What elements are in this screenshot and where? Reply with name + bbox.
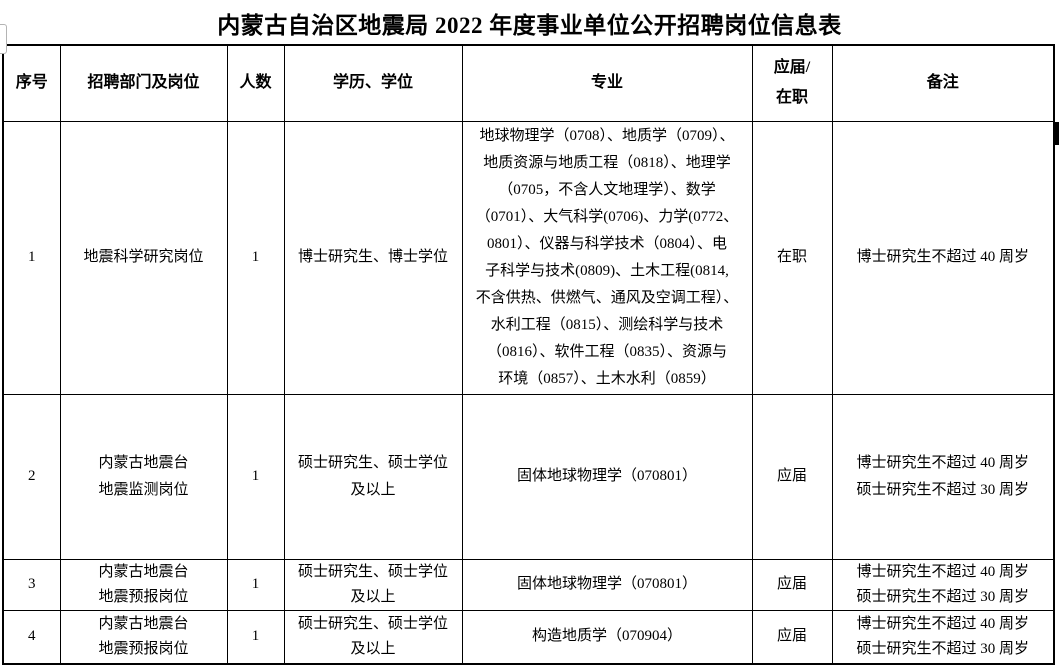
cell-department: 内蒙古地震台 地震监测岗位: [59, 393, 228, 560]
cell-no: 3: [2, 558, 61, 611]
table-row: 1 地震科学研究岗位 1 博士研究生、博士学位 地球物理学（0708）、地质学（…: [2, 120, 1055, 395]
cell-no: 1: [2, 120, 61, 395]
cell-count: 1: [226, 393, 285, 560]
page-title: 内蒙古自治区地震局 2022 年度事业单位公开招聘岗位信息表: [217, 13, 842, 38]
cell-count: 1: [226, 120, 285, 395]
cell-status: 应届: [751, 393, 833, 560]
cell-status: 在职: [751, 120, 833, 395]
cell-education: 博士研究生、博士学位: [283, 120, 463, 395]
cell-education: 硕士研究生、硕士学位 及以上: [283, 558, 463, 611]
cell-status: 应届: [751, 558, 833, 611]
cell-education: 硕士研究生、硕士学位 及以上: [283, 609, 463, 665]
cell-remark: 博士研究生不超过 40 周岁: [831, 120, 1055, 395]
right-edge-artifact: [1055, 122, 1059, 145]
cell-remark: 博士研究生不超过 40 周岁 硕士研究生不超过 30 周岁: [831, 558, 1055, 611]
cell-count: 1: [226, 558, 285, 611]
cell-department: 内蒙古地震台 地震预报岗位: [59, 609, 228, 665]
header-status: 应届/ 在职: [751, 44, 833, 122]
cell-remark: 博士研究生不超过 40 周岁 硕士研究生不超过 30 周岁: [831, 609, 1055, 665]
table-row: 4 内蒙古地震台 地震预报岗位 1 硕士研究生、硕士学位 及以上 构造地质学（0…: [2, 609, 1055, 665]
cell-major: 构造地质学（070904）: [461, 609, 753, 665]
cell-major: 固体地球物理学（070801）: [461, 393, 753, 560]
header-major: 专业: [461, 44, 753, 122]
table-row: 2 内蒙古地震台 地震监测岗位 1 硕士研究生、硕士学位 及以上 固体地球物理学…: [2, 393, 1055, 560]
header-education: 学历、学位: [283, 44, 463, 122]
cell-no: 2: [2, 393, 61, 560]
cell-no: 4: [2, 609, 61, 665]
table-row: 3 内蒙古地震台 地震预报岗位 1 硕士研究生、硕士学位 及以上 固体地球物理学…: [2, 558, 1055, 611]
table-header-row: 序号 招聘部门及岗位 人数 学历、学位 专业 应届/ 在职 备注: [2, 44, 1055, 122]
header-department: 招聘部门及岗位: [59, 44, 228, 122]
cell-major: 固体地球物理学（070801）: [461, 558, 753, 611]
cell-education: 硕士研究生、硕士学位 及以上: [283, 393, 463, 560]
header-remark: 备注: [831, 44, 1055, 122]
header-count: 人数: [226, 44, 285, 122]
header-no: 序号: [2, 44, 61, 122]
recruitment-table: 序号 招聘部门及岗位 人数 学历、学位 专业 应届/ 在职 备注 1 地震科学研…: [2, 44, 1055, 665]
cell-department: 地震科学研究岗位: [59, 120, 228, 395]
cell-count: 1: [226, 609, 285, 665]
cell-major: 地球物理学（0708）、地质学（0709）、 地质资源与地质工程（0818）、地…: [461, 120, 753, 395]
cell-status: 应届: [751, 609, 833, 665]
cell-remark: 博士研究生不超过 40 周岁 硕士研究生不超过 30 周岁: [831, 393, 1055, 560]
left-edge-artifact: [0, 24, 7, 54]
cell-department: 内蒙古地震台 地震预报岗位: [59, 558, 228, 611]
